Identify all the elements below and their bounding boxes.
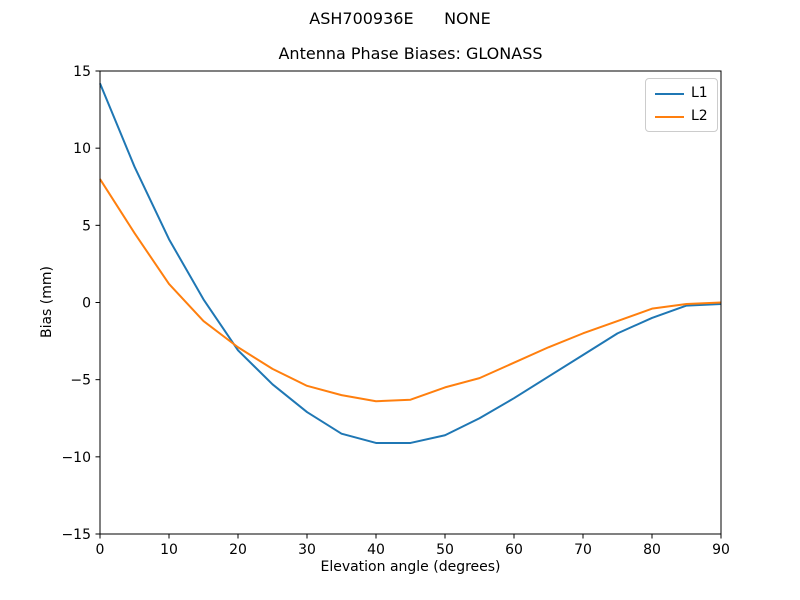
y-tick-label: −10 [61, 450, 91, 466]
x-tick-label: 50 [436, 542, 454, 558]
x-axis-ticks: 0 10 20 30 40 50 60 70 80 90 [96, 534, 730, 558]
y-tick-label: 5 [82, 218, 91, 234]
x-tick-label: 80 [643, 542, 661, 558]
legend: L1 L2 [645, 78, 718, 132]
series-line-L2 [99, 178, 722, 403]
figure-suptitle: ASH700936E NONE [309, 9, 491, 28]
x-tick-label: 30 [298, 542, 316, 558]
y-axis-ticks: −15 −10 −5 0 5 10 15 [61, 64, 100, 543]
series-line-L1 [99, 82, 722, 444]
data-series [99, 82, 722, 444]
y-tick-label: −5 [70, 373, 91, 389]
x-tick-label: 20 [229, 542, 247, 558]
legend-label-L1: L1 [691, 85, 708, 101]
y-axis-label: Bias (mm) [39, 265, 55, 339]
y-tick-label: 10 [73, 141, 91, 157]
x-tick-label: 70 [574, 542, 592, 558]
y-tick-label: −15 [61, 527, 91, 543]
legend-line-sample-L1 [655, 92, 684, 95]
axes-frame [99, 70, 722, 535]
y-tick-label: 15 [73, 64, 91, 80]
x-tick-label: 0 [96, 542, 105, 558]
x-axis-label: Elevation angle (degrees) [320, 559, 501, 575]
legend-item-L2: L2 [655, 107, 708, 126]
chart-title: Antenna Phase Biases: GLONASS [278, 44, 543, 63]
x-tick-label: 90 [712, 542, 730, 558]
legend-label-L2: L2 [691, 108, 708, 124]
legend-line-sample-L2 [655, 115, 684, 118]
x-tick-label: 60 [505, 542, 523, 558]
x-tick-label: 10 [160, 542, 178, 558]
legend-item-L1: L1 [655, 84, 708, 103]
x-tick-label: 40 [367, 542, 385, 558]
y-tick-label: 0 [82, 296, 91, 312]
